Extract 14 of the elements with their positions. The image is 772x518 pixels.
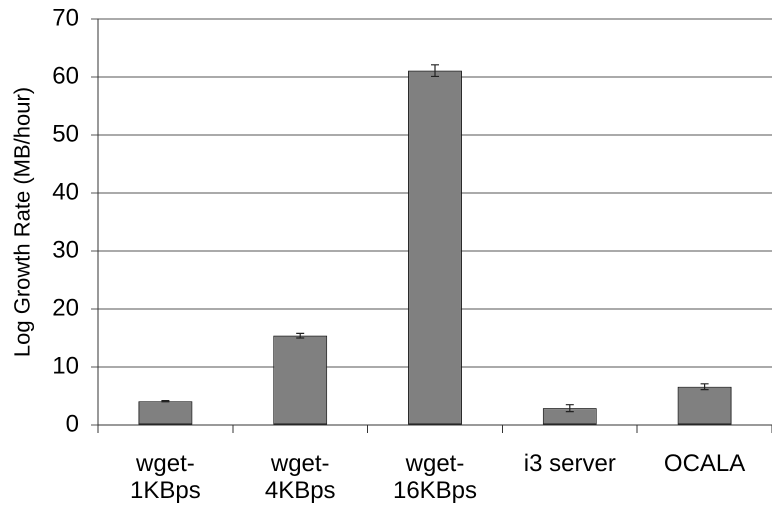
y-tick-label: 60 [52,62,79,90]
x-tick-label: wget-16KBps [392,450,478,504]
y-axis-title: Log Growth Rate (MB/hour) [9,86,34,358]
y-tick-label: 30 [52,236,79,264]
y-tick-label: 40 [52,178,79,206]
x-tick-label: OCALA [664,450,746,478]
y-tick-label: 10 [52,352,79,380]
x-tick-label: i3 server [524,450,616,478]
y-tick-label: 0 [66,410,79,438]
x-tick-label: wget-4KBps [264,450,336,504]
y-tick-label: 50 [52,120,79,148]
y-tick-label: 70 [52,4,79,32]
x-tick-label: wget-1KBps [130,450,201,504]
y-tick-label: 20 [52,294,79,322]
